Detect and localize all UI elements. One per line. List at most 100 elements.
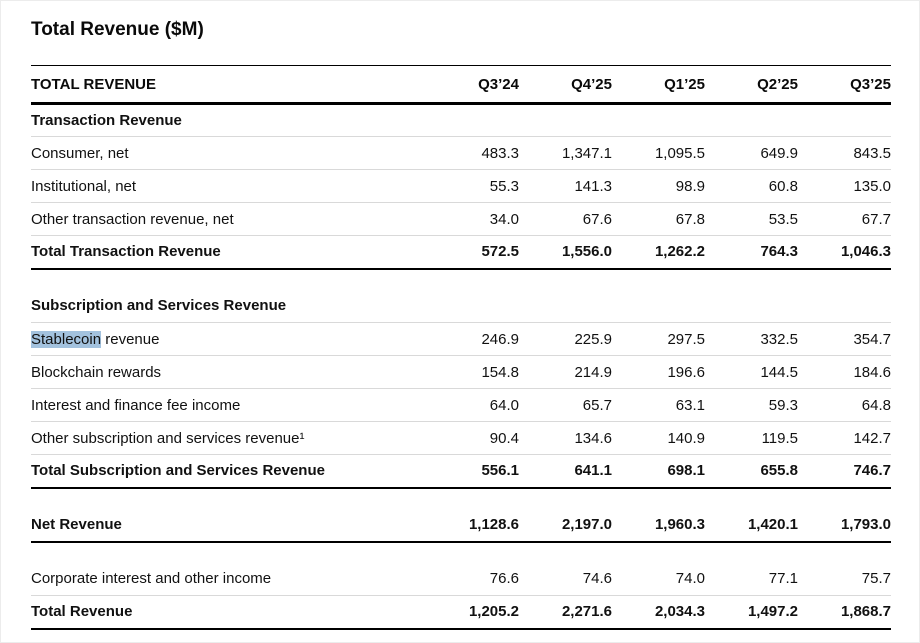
row-value: 64.0 bbox=[426, 388, 519, 422]
row-label bbox=[31, 542, 426, 563]
row-value: 1,205.2 bbox=[426, 595, 519, 630]
row-value: 63.1 bbox=[612, 388, 705, 422]
row-value: 1,420.1 bbox=[705, 508, 798, 543]
row-value: 2,034.3 bbox=[612, 595, 705, 630]
row-value: 59.3 bbox=[705, 388, 798, 422]
row-label: Transaction Revenue bbox=[31, 103, 426, 137]
table-row bbox=[31, 488, 891, 509]
row-value: 75.7 bbox=[798, 562, 891, 596]
table-row: Institutional, net 55.3 141.3 98.9 60.8 135.0 bbox=[31, 169, 891, 203]
row-value: 746.7 bbox=[798, 454, 891, 489]
row-value bbox=[798, 542, 891, 563]
table-row bbox=[31, 542, 891, 563]
row-value: 698.1 bbox=[612, 454, 705, 489]
row-value bbox=[612, 269, 705, 290]
table-row: Interest and finance fee income 64.0 65.7 6… bbox=[31, 388, 891, 422]
row-value: 246.9 bbox=[426, 322, 519, 356]
row-label: Total Transaction Revenue bbox=[31, 235, 426, 270]
table-row: Total Transaction Revenue 572.5 1,556.0 1,2… bbox=[31, 235, 891, 270]
row-value: 214.9 bbox=[519, 355, 612, 389]
row-value: 142.7 bbox=[798, 421, 891, 455]
row-label bbox=[31, 269, 426, 290]
row-value: 2,197.0 bbox=[519, 508, 612, 543]
row-value bbox=[519, 103, 612, 137]
row-value bbox=[519, 542, 612, 563]
row-value: 1,262.2 bbox=[612, 235, 705, 270]
table-row: Blockchain rewards 154.8 214.9 196.6 144.5 18… bbox=[31, 355, 891, 389]
row-value: 1,095.5 bbox=[612, 136, 705, 170]
row-value: 2,271.6 bbox=[519, 595, 612, 630]
row-value bbox=[705, 269, 798, 290]
row-value: 843.5 bbox=[798, 136, 891, 170]
row-value: 90.4 bbox=[426, 421, 519, 455]
row-value: 67.6 bbox=[519, 202, 612, 236]
row-value: 649.9 bbox=[705, 136, 798, 170]
row-value: 140.9 bbox=[612, 421, 705, 455]
table-row: Total Revenue 1,205.2 2,271.6 2,034.3 1,497.… bbox=[31, 595, 891, 630]
row-value: 1,793.0 bbox=[798, 508, 891, 543]
table-header-row: TOTAL REVENUE Q3’24 Q4’25 Q1’25 Q2’25 Q3… bbox=[31, 65, 891, 105]
row-value: 76.6 bbox=[426, 562, 519, 596]
column-header-q3-25: Q3’25 bbox=[798, 65, 891, 105]
row-value bbox=[426, 269, 519, 290]
row-value bbox=[705, 289, 798, 323]
row-value: 483.3 bbox=[426, 136, 519, 170]
row-value bbox=[612, 488, 705, 509]
table-row: Net Revenue 1,128.6 2,197.0 1,960.3 1,420.1 1… bbox=[31, 508, 891, 543]
table-row: Other subscription and services revenue¹… bbox=[31, 421, 891, 455]
row-value: 67.8 bbox=[612, 202, 705, 236]
table-row: Consumer, net 483.3 1,347.1 1,095.5 649.9 843… bbox=[31, 136, 891, 170]
table-row: Subscription and Services Revenue bbox=[31, 289, 891, 323]
row-value: 74.0 bbox=[612, 562, 705, 596]
row-value: 60.8 bbox=[705, 169, 798, 203]
row-value: 134.6 bbox=[519, 421, 612, 455]
table-body: Transaction Revenue Consumer, net 483.3 1,3… bbox=[31, 103, 891, 630]
row-label: Subscription and Services Revenue bbox=[31, 289, 426, 323]
row-value: 154.8 bbox=[426, 355, 519, 389]
table-row: Other transaction revenue, net 34.0 67.6 67… bbox=[31, 202, 891, 236]
table-row: Corporate interest and other income 76.6 7… bbox=[31, 562, 891, 596]
row-value: 764.3 bbox=[705, 235, 798, 270]
row-label: Total Revenue bbox=[31, 595, 426, 630]
row-value: 98.9 bbox=[612, 169, 705, 203]
row-value: 655.8 bbox=[705, 454, 798, 489]
row-value: 67.7 bbox=[798, 202, 891, 236]
highlighted-text: Stablecoin bbox=[31, 330, 102, 348]
column-header-q1-25: Q1’25 bbox=[612, 65, 705, 105]
table-row: Transaction Revenue bbox=[31, 103, 891, 137]
row-value: 53.5 bbox=[705, 202, 798, 236]
page-title: Total Revenue ($M) bbox=[31, 19, 204, 40]
row-value bbox=[426, 542, 519, 563]
row-value bbox=[519, 289, 612, 323]
table-head: TOTAL REVENUE Q3’24 Q4’25 Q1’25 Q2’25 Q3… bbox=[31, 65, 891, 105]
row-label: Blockchain rewards bbox=[31, 355, 426, 389]
row-label: Interest and finance fee income bbox=[31, 388, 426, 422]
row-value bbox=[612, 103, 705, 137]
row-value bbox=[705, 542, 798, 563]
row-label: Stablecoin revenue bbox=[31, 322, 426, 356]
row-value bbox=[426, 103, 519, 137]
row-value: 119.5 bbox=[705, 421, 798, 455]
row-label: Institutional, net bbox=[31, 169, 426, 203]
row-label: Corporate interest and other income bbox=[31, 562, 426, 596]
row-value bbox=[426, 488, 519, 509]
row-value bbox=[612, 542, 705, 563]
row-value bbox=[798, 289, 891, 323]
row-value: 64.8 bbox=[798, 388, 891, 422]
table-row: Total Subscription and Services Revenue 5… bbox=[31, 454, 891, 489]
row-value: 1,960.3 bbox=[612, 508, 705, 543]
row-value bbox=[612, 289, 705, 323]
row-value: 1,046.3 bbox=[798, 235, 891, 270]
row-value bbox=[798, 103, 891, 137]
row-label: Consumer, net bbox=[31, 136, 426, 170]
row-value: 1,347.1 bbox=[519, 136, 612, 170]
row-value: 556.1 bbox=[426, 454, 519, 489]
row-value bbox=[426, 289, 519, 323]
row-value: 74.6 bbox=[519, 562, 612, 596]
row-value: 196.6 bbox=[612, 355, 705, 389]
row-value: 1,556.0 bbox=[519, 235, 612, 270]
row-value: 135.0 bbox=[798, 169, 891, 203]
row-value: 1,128.6 bbox=[426, 508, 519, 543]
row-label: Other subscription and services revenue¹ bbox=[31, 421, 426, 455]
